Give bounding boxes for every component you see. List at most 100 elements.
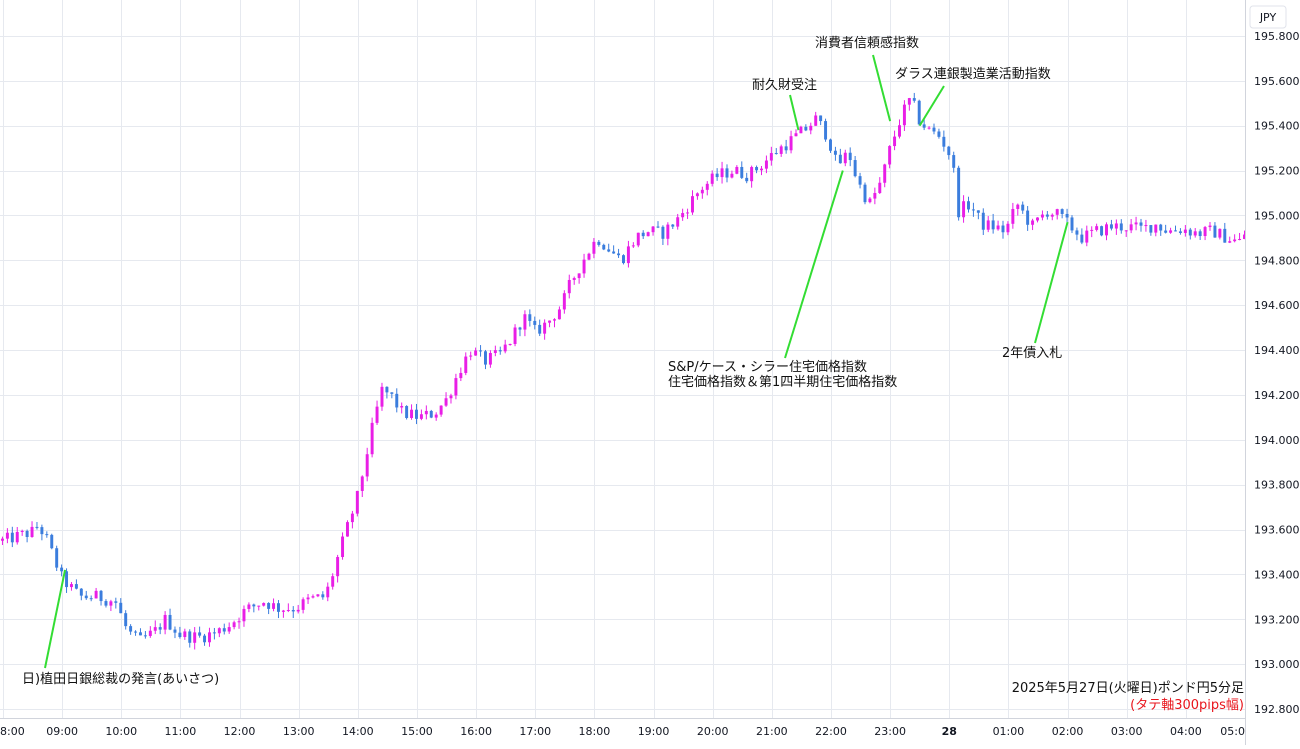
- candle-body: [1208, 225, 1212, 228]
- candle-body: [597, 241, 601, 245]
- time-tick-label: 19:00: [638, 725, 670, 738]
- candle-body: [641, 232, 645, 237]
- candle-body: [863, 184, 867, 203]
- candle-body: [1119, 223, 1123, 231]
- candle-body: [760, 168, 763, 171]
- time-tick-label: 18:00: [579, 725, 611, 738]
- candle-body: [577, 273, 581, 279]
- candle-body: [138, 632, 142, 636]
- candle-body: [1183, 229, 1187, 233]
- candle-body: [242, 608, 246, 622]
- candle-body: [1159, 224, 1163, 231]
- candle-body: [557, 309, 561, 320]
- candle-body: [651, 226, 655, 233]
- candle-body: [291, 609, 295, 612]
- candle-body: [153, 627, 157, 631]
- time-tick-label: 28: [942, 725, 957, 738]
- candle-body: [715, 173, 719, 178]
- candle-body: [237, 621, 241, 623]
- candle-body: [1228, 241, 1232, 243]
- candle-body: [173, 629, 177, 633]
- candle-body: [365, 454, 369, 477]
- candle-body: [843, 152, 847, 164]
- candle-body: [1031, 220, 1035, 225]
- candle-body: [212, 632, 216, 634]
- candle-body: [572, 278, 576, 280]
- candle-body: [311, 596, 315, 598]
- candle-body: [967, 201, 970, 210]
- candle-body: [996, 225, 1000, 230]
- candle-body: [1036, 217, 1039, 221]
- candle-body: [429, 410, 433, 418]
- candle-body: [257, 605, 261, 607]
- annotation-house-price-index: 住宅価格指数＆第1四半期住宅価格指数: [668, 374, 897, 390]
- candle-body: [957, 167, 961, 218]
- time-tick-label: 11:00: [165, 725, 197, 738]
- candle-body: [1070, 217, 1074, 231]
- candle-body: [853, 160, 857, 177]
- candle-body: [794, 133, 798, 137]
- candle-body: [582, 259, 586, 274]
- candle-body: [503, 344, 507, 352]
- candle-body: [1006, 223, 1010, 233]
- candle-body: [528, 314, 532, 321]
- price-axis[interactable]: 195.800 195.600 195.400 195.200 195.000 194.8…: [1254, 30, 1300, 716]
- currency-badge[interactable]: [1249, 5, 1287, 29]
- candle-body: [222, 628, 226, 632]
- candle-body: [69, 584, 73, 588]
- candle-body: [646, 232, 650, 237]
- candle-body: [937, 131, 941, 137]
- candle-body: [789, 136, 793, 151]
- candle-body: [1188, 229, 1192, 236]
- candle-body: [1050, 214, 1054, 217]
- candle-body: [981, 212, 985, 230]
- candle-body: [617, 253, 621, 256]
- candle-body: [902, 104, 906, 126]
- candle-body: [60, 567, 64, 572]
- candle-body: [345, 522, 349, 537]
- time-tick-label: 15:00: [401, 725, 433, 738]
- annotation-ueda-speech: 日)植田日銀総裁の発言(あいさつ): [22, 671, 219, 687]
- candle-body: [562, 293, 566, 310]
- price-tick-label: 194.200: [1254, 389, 1300, 402]
- candle-body: [30, 526, 34, 537]
- price-tick-label: 194.600: [1254, 299, 1300, 312]
- time-tick-label: 12:00: [224, 725, 256, 738]
- candle-body: [464, 356, 468, 373]
- candle-body: [883, 164, 887, 183]
- candle-body: [838, 154, 842, 164]
- annotation-leader-line: [872, 54, 892, 122]
- candle-body: [1075, 230, 1079, 235]
- price-tick-label: 195.000: [1254, 209, 1300, 222]
- candle-body: [276, 603, 280, 612]
- candle-body: [25, 530, 29, 537]
- candle-body: [774, 153, 778, 155]
- candle-body: [676, 217, 680, 227]
- candle-body: [1016, 204, 1020, 209]
- candle-body: [700, 189, 704, 194]
- candle-body: [725, 168, 729, 178]
- candle-body: [35, 526, 39, 528]
- time-axis[interactable]: 8:00 09:00 10:00 11:00 12:00 13:00 14:00 15:00 1…: [0, 725, 1245, 738]
- candle-body: [415, 409, 418, 419]
- candle-body: [750, 167, 754, 182]
- candle-body: [247, 604, 251, 609]
- price-tick-label: 193.600: [1254, 524, 1300, 537]
- candle-body: [755, 167, 759, 171]
- candle-body: [474, 350, 478, 356]
- candle-body: [262, 603, 266, 606]
- time-tick-label: 03:00: [1111, 725, 1143, 738]
- candle-body: [188, 631, 192, 643]
- candle-body: [390, 392, 394, 394]
- candle-body: [493, 350, 497, 354]
- candle-body: [321, 594, 325, 598]
- candle-body: [488, 353, 492, 365]
- candle-body: [1193, 231, 1197, 236]
- candle-body: [661, 226, 665, 239]
- candle-body: [267, 603, 271, 609]
- candle-body: [898, 125, 901, 137]
- candle-body: [602, 244, 606, 250]
- candle-body: [907, 98, 911, 105]
- price-tick-label: 193.800: [1254, 479, 1300, 492]
